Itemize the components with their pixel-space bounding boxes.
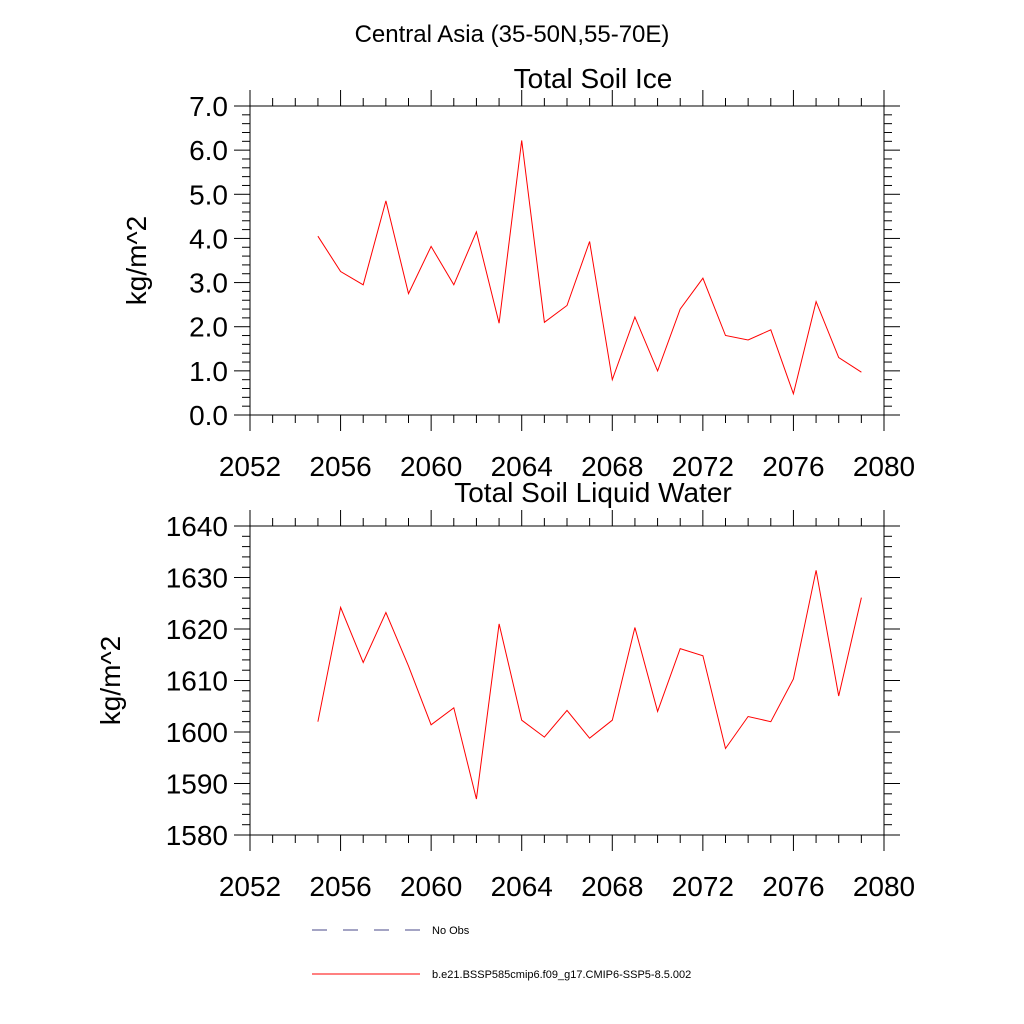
x-tick-label: 2064 (491, 451, 553, 482)
y-tick-label: 1590 (166, 769, 228, 800)
y-tick-label: 0.0 (189, 400, 228, 431)
x-tick-label: 2080 (853, 451, 915, 482)
chart-title: Total Soil Ice (514, 63, 673, 94)
panel-total-soil-liquid-water: Total Soil Liquid Water 1580 1590 1600 1610 1… (95, 477, 915, 902)
x-tick-label: 2060 (400, 871, 462, 902)
x-tick-label: 2076 (762, 871, 824, 902)
y-tick-label: 2.0 (189, 312, 228, 343)
x-tick-label: 2056 (309, 451, 371, 482)
y-tick-label: 1600 (166, 717, 228, 748)
x-tick-label: 2052 (219, 451, 281, 482)
x-tick-label: 2056 (309, 871, 371, 902)
legend: No Obs b.e21.BSSP585cmip6.f09_g17.CMIP6-… (312, 925, 691, 981)
series-line (317, 140, 862, 396)
x-tick-label: 2064 (491, 871, 553, 902)
y-tick-label: 1580 (166, 820, 228, 851)
figure-title: Central Asia (35-50N,55-70E) (355, 21, 670, 48)
x-tick-label: 2068 (581, 451, 643, 482)
y-tick-label: 4.0 (189, 223, 228, 254)
y-axis-label: kg/m^2 (95, 636, 126, 725)
plot-frame (249, 105, 885, 416)
y-tick-label: 3.0 (189, 268, 228, 299)
y-tick-label: 6.0 (189, 135, 228, 166)
series-line (317, 570, 862, 800)
x-tick-label: 2076 (762, 451, 824, 482)
legend-no-obs-label: No Obs (432, 925, 470, 937)
x-tick-label: 2060 (400, 451, 462, 482)
x-tick-label: 2080 (853, 871, 915, 902)
y-tick-label: 1630 (166, 563, 228, 594)
y-tick-label: 5.0 (189, 179, 228, 210)
y-tick-label: 7.0 (189, 91, 228, 122)
chart-title: Total Soil Liquid Water (454, 477, 732, 508)
y-tick-label: 1640 (166, 511, 228, 542)
panel-total-soil-ice: Total Soil Ice 0.0 1.0 2.0 3.0 4.0 5.0 6.0 7.0 20… (121, 63, 915, 482)
y-tick-label: 1610 (166, 666, 228, 697)
y-tick-label: 1.0 (189, 356, 228, 387)
x-tick-label: 2072 (672, 451, 734, 482)
y-tick-label: 1620 (166, 614, 228, 645)
legend-model-label: b.e21.BSSP585cmip6.f09_g17.CMIP6-SSP5-8.… (432, 969, 691, 981)
plot-frame (249, 525, 885, 836)
x-tick-label: 2072 (672, 871, 734, 902)
y-axis-label: kg/m^2 (121, 216, 152, 305)
x-tick-label: 2052 (219, 871, 281, 902)
x-tick-label: 2068 (581, 871, 643, 902)
